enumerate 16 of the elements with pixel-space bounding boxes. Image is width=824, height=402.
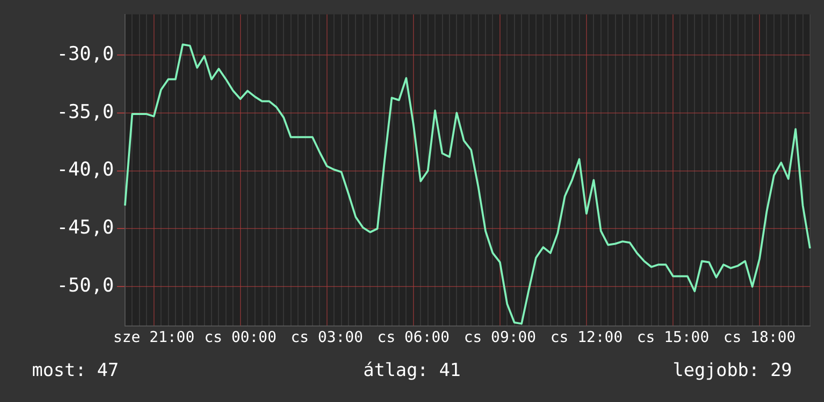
x-tick-label: cs 03:00 — [290, 328, 364, 346]
x-tick-label: sze 21:00 — [113, 328, 194, 346]
y-tick-label: -35,0 — [56, 100, 114, 123]
y-tick-label: -45,0 — [56, 216, 114, 239]
x-tick-label: cs 00:00 — [204, 328, 276, 346]
x-tick-label: cs 12:00 — [550, 328, 623, 346]
x-tick-label: cs 09:00 — [464, 328, 536, 346]
text: legjobb: 29 — [672, 360, 792, 381]
text: átlag: 41 — [363, 360, 461, 381]
x-tick-label: cs 15:00 — [636, 328, 710, 346]
x-tick-label: cs 18:00 — [723, 328, 796, 346]
y-tick-label: -50,0 — [56, 274, 114, 297]
x-tick-label: cs 06:00 — [377, 328, 450, 346]
y-tick-label: -30,0 — [56, 42, 114, 65]
text: most: 47 — [32, 360, 119, 381]
y-tick-label: -40,0 — [56, 158, 114, 181]
